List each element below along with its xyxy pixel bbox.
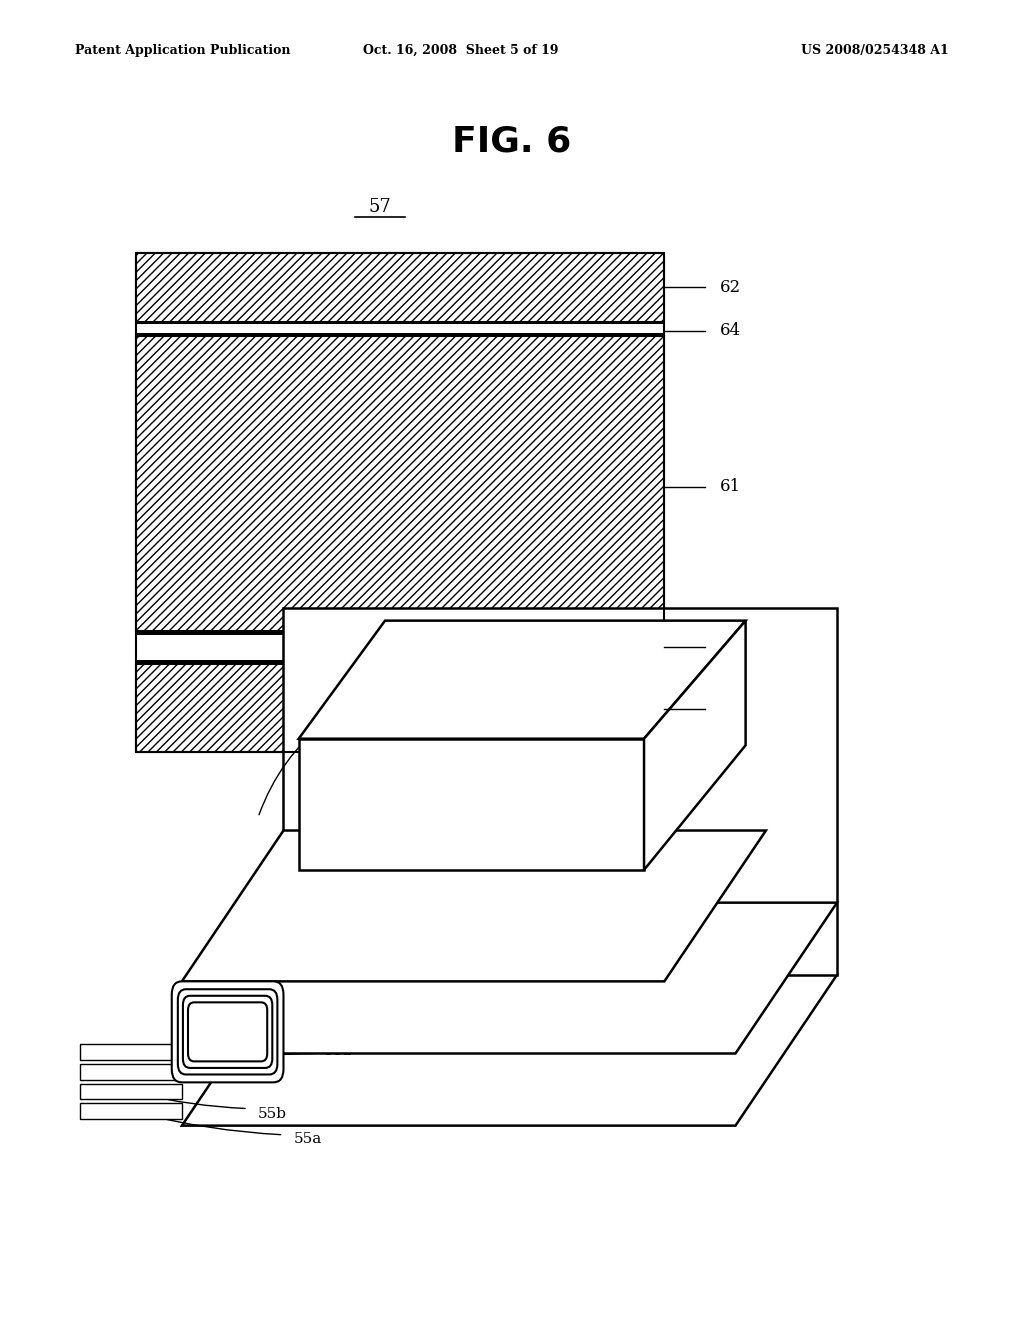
Polygon shape <box>80 1044 182 1060</box>
Bar <box>136 325 665 334</box>
Bar <box>136 253 665 322</box>
Bar <box>136 322 665 337</box>
Text: FIG. 7: FIG. 7 <box>453 784 571 818</box>
Polygon shape <box>182 830 766 981</box>
Bar <box>136 337 665 631</box>
Bar <box>136 635 665 660</box>
Text: Oct. 16, 2008  Sheet 5 of 19: Oct. 16, 2008 Sheet 5 of 19 <box>364 44 559 57</box>
Text: 65: 65 <box>720 639 741 656</box>
Text: 63: 63 <box>720 700 741 717</box>
Bar <box>136 664 665 752</box>
Bar <box>136 631 665 664</box>
Text: 59: 59 <box>304 983 324 998</box>
Polygon shape <box>80 1104 182 1119</box>
Text: 61: 61 <box>720 478 741 495</box>
Text: 55b: 55b <box>258 1107 287 1121</box>
Text: 56a: 56a <box>325 1044 352 1057</box>
Text: 57: 57 <box>369 198 391 216</box>
Text: 64: 64 <box>720 322 741 339</box>
Text: FIG. 6: FIG. 6 <box>453 125 571 158</box>
Text: 57: 57 <box>339 705 358 719</box>
Polygon shape <box>284 607 837 974</box>
Polygon shape <box>299 620 745 739</box>
Text: 56b: 56b <box>289 1024 317 1039</box>
Polygon shape <box>299 739 644 870</box>
Text: Patent Application Publication: Patent Application Publication <box>75 44 291 57</box>
Polygon shape <box>644 620 745 870</box>
Bar <box>136 253 665 752</box>
Text: 62: 62 <box>720 279 741 296</box>
Polygon shape <box>182 974 837 1126</box>
Text: 50: 50 <box>460 837 482 855</box>
Polygon shape <box>80 1064 182 1080</box>
FancyBboxPatch shape <box>172 981 284 1082</box>
Text: 55a: 55a <box>294 1131 322 1146</box>
Polygon shape <box>182 903 837 1053</box>
Polygon shape <box>80 1084 182 1100</box>
Text: 57a: 57a <box>397 675 426 688</box>
Text: US 2008/0254348 A1: US 2008/0254348 A1 <box>801 44 949 57</box>
